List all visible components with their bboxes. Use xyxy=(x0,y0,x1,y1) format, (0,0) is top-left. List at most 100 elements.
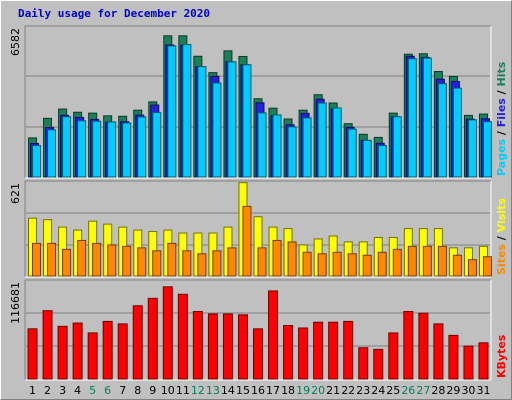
panel-legend: Sites / Visits xyxy=(495,198,508,275)
bar-kbytes-day-8 xyxy=(132,305,143,380)
bar-sites-day-8 xyxy=(137,247,147,277)
bar-sites-day-6 xyxy=(107,244,117,277)
x-tick-day-17: 17 xyxy=(266,384,280,397)
legend-pages: Pages xyxy=(495,138,508,176)
x-tick-day-30: 30 xyxy=(461,384,475,397)
bar-kbytes-day-11 xyxy=(177,293,188,380)
bar-sites-day-31 xyxy=(482,256,492,277)
bar-sites-day-13 xyxy=(212,250,222,277)
x-tick-day-14: 14 xyxy=(221,384,235,397)
bar-sites-day-16 xyxy=(257,247,267,277)
bar-sites-day-29 xyxy=(452,254,462,277)
x-tick-day-5: 5 xyxy=(89,384,96,397)
bar-pages-day-1 xyxy=(32,145,42,178)
bar-sites-day-7 xyxy=(122,245,132,277)
legend-visits: Visits xyxy=(495,198,508,233)
bar-pages-day-3 xyxy=(62,116,72,178)
bar-kbytes-day-21 xyxy=(328,321,339,380)
bar-pages-day-19 xyxy=(302,117,312,178)
x-tick-day-23: 23 xyxy=(356,384,370,397)
bar-sites-day-10 xyxy=(167,242,177,277)
bar-pages-day-27 xyxy=(422,57,432,178)
bar-pages-day-16 xyxy=(257,112,267,178)
x-tick-day-6: 6 xyxy=(104,384,111,397)
x-tick-day-1: 1 xyxy=(29,384,36,397)
bar-sites-day-19 xyxy=(302,251,312,277)
bar-sites-day-17 xyxy=(272,239,282,277)
x-tick-day-8: 8 xyxy=(134,384,141,397)
bar-sites-day-25 xyxy=(392,248,402,277)
bar-sites-day-12 xyxy=(197,253,207,277)
x-tick-day-10: 10 xyxy=(161,384,175,397)
bar-sites-day-26 xyxy=(407,245,417,277)
bar-pages-day-11 xyxy=(182,44,192,178)
bar-kbytes-day-1 xyxy=(27,328,38,380)
x-tick-day-15: 15 xyxy=(236,384,250,397)
bar-pages-day-9 xyxy=(152,111,162,178)
bar-kbytes-day-18 xyxy=(283,325,294,380)
bar-pages-day-12 xyxy=(197,66,207,178)
bar-kbytes-day-22 xyxy=(343,320,354,380)
bar-kbytes-day-9 xyxy=(147,297,158,380)
scale-label: 6582 xyxy=(9,28,22,56)
bar-kbytes-day-13 xyxy=(207,313,218,380)
bar-sites-day-23 xyxy=(362,254,372,277)
legend-separator: / xyxy=(495,86,508,98)
legend-separator: / xyxy=(495,232,508,244)
bar-kbytes-day-17 xyxy=(268,290,279,380)
bar-pages-day-10 xyxy=(167,45,177,178)
bar-pages-day-17 xyxy=(272,114,282,178)
bar-pages-day-6 xyxy=(107,121,117,178)
bar-pages-day-5 xyxy=(92,120,102,178)
bar-kbytes-day-27 xyxy=(418,312,429,380)
x-tick-day-4: 4 xyxy=(74,384,81,397)
bar-kbytes-day-23 xyxy=(358,347,369,380)
x-tick-day-16: 16 xyxy=(251,384,265,397)
bar-sites-day-28 xyxy=(437,245,447,277)
panel-legend: Pages / Files / Hits xyxy=(495,61,508,176)
x-tick-day-11: 11 xyxy=(176,384,190,397)
bar-sites-day-24 xyxy=(377,251,387,277)
bar-kbytes-day-16 xyxy=(253,328,263,380)
bar-kbytes-day-4 xyxy=(72,322,83,380)
bar-kbytes-day-31 xyxy=(478,342,489,380)
bar-kbytes-day-24 xyxy=(373,348,384,380)
x-tick-day-2: 2 xyxy=(44,384,51,397)
legend-sites: Sites xyxy=(495,244,508,275)
bar-pages-day-23 xyxy=(362,139,372,178)
x-tick-day-26: 26 xyxy=(401,384,415,397)
bar-sites-day-20 xyxy=(317,253,327,277)
bar-sites-day-4 xyxy=(77,239,87,277)
bar-sites-day-27 xyxy=(422,245,432,277)
panel-legend: KBytes xyxy=(495,334,508,378)
bar-pages-day-28 xyxy=(437,83,447,178)
bar-pages-day-25 xyxy=(392,116,402,178)
bar-pages-day-22 xyxy=(347,128,357,178)
x-tick-day-18: 18 xyxy=(281,384,295,397)
scale-label: 116681 xyxy=(9,282,22,324)
x-tick-day-20: 20 xyxy=(311,384,325,397)
x-tick-day-27: 27 xyxy=(416,384,430,397)
legend-separator: / xyxy=(495,127,508,139)
bar-kbytes-day-6 xyxy=(102,320,113,380)
x-tick-day-9: 9 xyxy=(149,384,156,397)
scale-label: 621 xyxy=(9,183,22,204)
x-tick-day-22: 22 xyxy=(341,384,355,397)
bar-pages-day-2 xyxy=(47,129,57,178)
x-tick-day-24: 24 xyxy=(371,384,385,397)
bar-kbytes-day-10 xyxy=(162,286,173,380)
x-tick-day-13: 13 xyxy=(206,384,220,397)
bar-pages-day-29 xyxy=(452,87,462,178)
bar-sites-day-1 xyxy=(32,242,42,277)
bar-pages-day-31 xyxy=(482,121,492,178)
bar-kbytes-day-2 xyxy=(42,310,53,380)
bar-kbytes-day-28 xyxy=(433,323,444,380)
x-tick-day-29: 29 xyxy=(446,384,460,397)
bar-kbytes-day-26 xyxy=(403,311,414,380)
bar-kbytes-day-3 xyxy=(57,325,68,380)
chart-title: Daily usage for December 2020 xyxy=(18,7,211,20)
legend-kbytes: KBytes xyxy=(495,334,508,378)
bar-kbytes-day-30 xyxy=(463,345,474,380)
x-tick-day-31: 31 xyxy=(476,384,490,397)
bar-kbytes-day-29 xyxy=(448,334,459,380)
